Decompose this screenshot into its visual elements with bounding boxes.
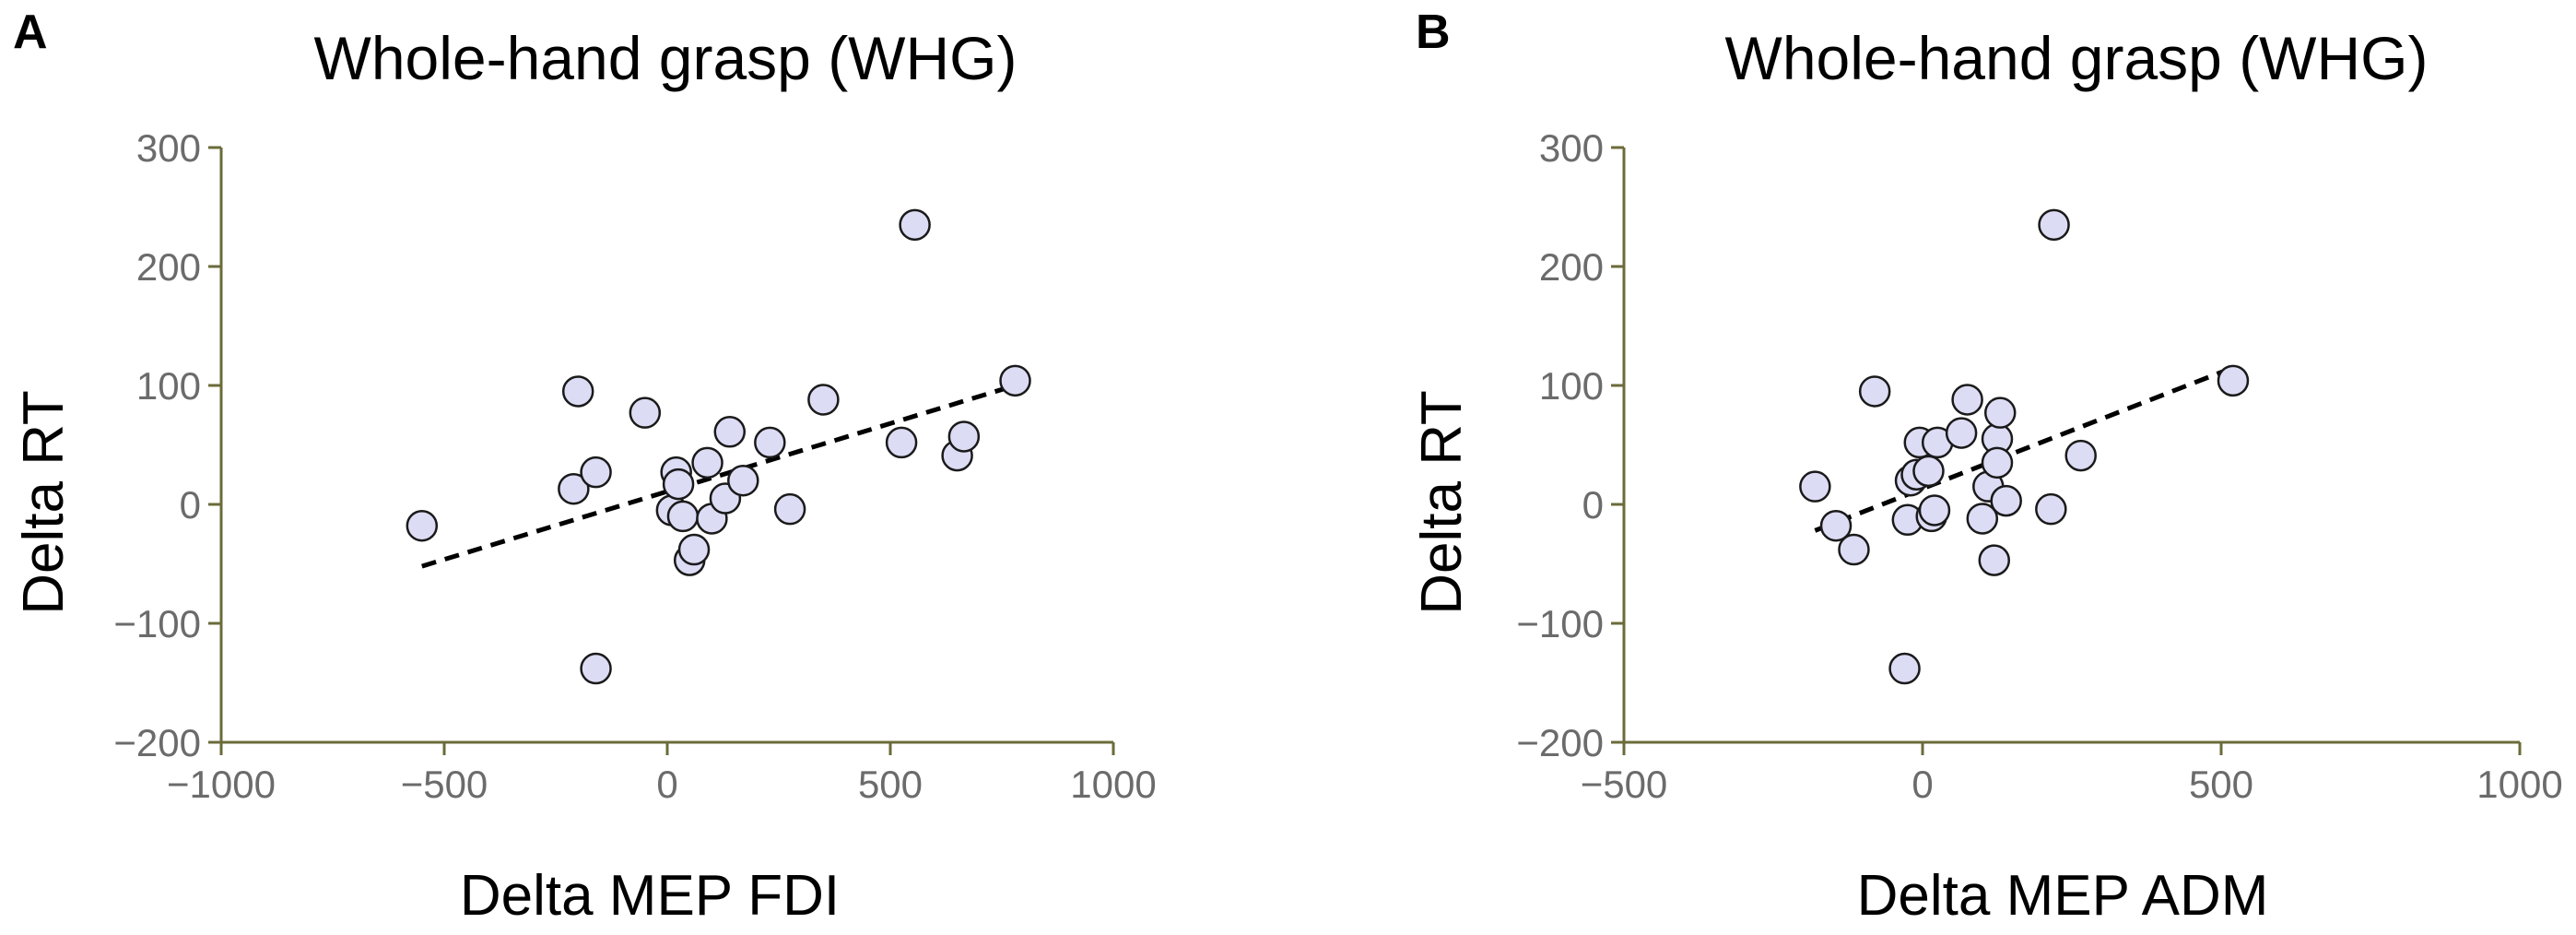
- data-point: [406, 509, 439, 542]
- points-layer: [1799, 208, 2250, 685]
- data-point: [2217, 364, 2250, 397]
- panel-a: A Whole-hand grasp (WHG) Delta RT Delta …: [12, 6, 1157, 928]
- data-point: [1983, 396, 2017, 429]
- x-axis-label: Delta MEP FDI: [460, 864, 840, 928]
- y-tick-label: 200: [136, 245, 201, 289]
- data-point: [807, 384, 840, 416]
- y-tick-label: 300: [136, 126, 201, 170]
- data-point: [1990, 484, 2022, 517]
- data-point: [1799, 470, 1831, 503]
- axis-ticks: −200 −100 0 100 200 300 −500 0 500 1000: [1516, 126, 2562, 806]
- y-tick-label: 100: [1539, 364, 1604, 408]
- y-tick-label: −200: [113, 721, 201, 764]
- data-point: [1945, 417, 1978, 449]
- trendline-layer: [421, 383, 1017, 569]
- panel-b: B Whole-hand grasp (WHG) Delta RT Delta …: [1410, 6, 2563, 928]
- x-tick-label: −500: [401, 763, 488, 806]
- y-tick-label: −200: [1516, 721, 1604, 764]
- data-point: [947, 420, 981, 453]
- x-tick-label: 1000: [1070, 763, 1156, 806]
- data-point: [773, 492, 806, 526]
- y-tick-label: 100: [136, 364, 201, 408]
- data-point: [1888, 652, 1921, 685]
- data-point: [754, 426, 786, 459]
- data-point: [629, 396, 662, 429]
- y-tick-label: 0: [180, 483, 201, 527]
- trendline: [1814, 365, 2234, 533]
- y-axis-label: Delta RT: [1410, 390, 1474, 615]
- trendline-layer: [1814, 365, 2234, 533]
- chart-title: Whole-hand grasp (WHG): [314, 24, 1017, 92]
- data-point: [899, 208, 931, 242]
- data-point: [2064, 439, 2097, 472]
- y-tick-label: −100: [1516, 602, 1604, 645]
- x-axis-label: Delta MEP ADM: [1857, 864, 2269, 928]
- data-point: [558, 472, 590, 505]
- x-tick-label: −1000: [167, 763, 276, 806]
- data-point: [580, 456, 612, 489]
- data-point: [1966, 503, 1999, 535]
- y-tick-label: 300: [1539, 126, 1604, 170]
- data-point: [1838, 533, 1870, 566]
- data-point: [1951, 384, 1983, 416]
- data-point: [2038, 208, 2070, 242]
- x-tick-label: 500: [858, 763, 923, 806]
- data-point: [1819, 509, 1853, 542]
- y-tick-label: −100: [113, 602, 201, 645]
- data-point: [1912, 455, 1945, 488]
- x-tick-label: −500: [1581, 763, 1668, 806]
- x-tick-label: 1000: [2476, 763, 2562, 806]
- data-point: [1981, 446, 2014, 479]
- data-point: [662, 468, 695, 501]
- axes: [219, 148, 1113, 744]
- data-point: [666, 500, 700, 533]
- x-tick-label: 500: [2189, 763, 2253, 806]
- data-point: [999, 364, 1031, 397]
- trendline: [421, 383, 1017, 569]
- data-point: [580, 652, 612, 685]
- data-point: [561, 375, 594, 408]
- y-tick-label: 200: [1539, 245, 1604, 289]
- panel-letter: B: [1416, 6, 1451, 59]
- axes: [1622, 148, 2520, 744]
- data-point: [885, 426, 918, 459]
- x-tick-label: 0: [656, 763, 677, 806]
- y-tick-label: 0: [1582, 483, 1604, 527]
- data-point: [1858, 375, 1891, 408]
- x-tick-label: 0: [1911, 763, 1933, 806]
- data-point: [713, 416, 747, 448]
- y-axis-label: Delta RT: [12, 390, 76, 615]
- data-point: [691, 446, 723, 479]
- chart-title: Whole-hand grasp (WHG): [1725, 24, 2429, 92]
- points-layer: [406, 208, 1031, 685]
- data-point: [677, 533, 711, 566]
- data-point: [2035, 492, 2067, 526]
- data-point: [1918, 494, 1951, 527]
- data-point: [727, 464, 759, 497]
- data-point: [1978, 544, 2011, 576]
- panel-letter: A: [13, 6, 48, 59]
